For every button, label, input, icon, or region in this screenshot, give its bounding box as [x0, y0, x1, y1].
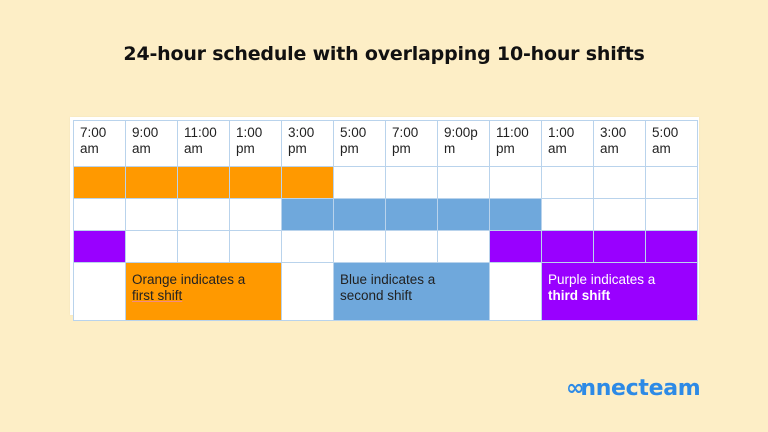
shift-cell-orange: [73, 166, 126, 199]
shift-cell-blue: [333, 198, 386, 231]
header-cell: 3:00 am: [593, 120, 646, 167]
empty-cell: [333, 166, 386, 199]
header-cell: 1:00 pm: [229, 120, 282, 167]
empty-cell: [437, 230, 490, 263]
shift-row-third: [73, 230, 698, 263]
legend-orange: Orange indicates a first shift: [125, 262, 282, 321]
empty-cell: [489, 166, 542, 199]
empty-cell: [385, 230, 438, 263]
shift-cell-orange: [177, 166, 230, 199]
empty-cell: [645, 198, 698, 231]
header-row: 7:00 am 9:00 am 11:00 am 1:00 pm 3:00 pm 5:00…: [73, 120, 698, 167]
shift-cell-orange: [229, 166, 282, 199]
empty-cell: [73, 198, 126, 231]
header-cell: 1:00 am: [541, 120, 594, 167]
infinity-icon: ∞: [566, 376, 584, 401]
empty-cell: [229, 230, 282, 263]
empty-cell: [541, 198, 594, 231]
shift-row-first: [73, 166, 698, 199]
empty-cell: [385, 166, 438, 199]
header-cell: 9:00p m: [437, 120, 490, 167]
legend-blue: Blue indicates a second shift: [333, 262, 490, 321]
empty-cell: [281, 262, 334, 321]
header-cell: 11:00 pm: [489, 120, 542, 167]
empty-cell: [333, 230, 386, 263]
header-cell: 7:00 pm: [385, 120, 438, 167]
empty-cell: [489, 262, 542, 321]
shift-cell-orange: [281, 166, 334, 199]
empty-cell: [541, 166, 594, 199]
header-cell: 7:00 am: [73, 120, 126, 167]
header-cell: 3:00 pm: [281, 120, 334, 167]
empty-cell: [437, 166, 490, 199]
header-cell: 9:00 am: [125, 120, 178, 167]
shift-cell-purple: [645, 230, 698, 263]
shift-cell-purple: [593, 230, 646, 263]
empty-cell: [73, 262, 126, 321]
legend-row: Orange indicates a first shift Blue indic…: [73, 262, 698, 321]
empty-cell: [125, 230, 178, 263]
shift-cell-purple: [541, 230, 594, 263]
empty-cell: [177, 198, 230, 231]
empty-cell: [281, 230, 334, 263]
empty-cell: [177, 230, 230, 263]
connecteam-logo: ∞nnecteam: [566, 376, 701, 401]
page-title: 24-hour schedule with overlapping 10-hou…: [123, 43, 645, 65]
header-cell: 5:00 pm: [333, 120, 386, 167]
empty-cell: [593, 198, 646, 231]
shift-cell-purple: [489, 230, 542, 263]
shift-cell-blue: [385, 198, 438, 231]
shift-cell-blue: [437, 198, 490, 231]
legend-purple: Purple indicates a third shift: [541, 262, 698, 321]
header-cell: 5:00 am: [645, 120, 698, 167]
header-cell: 11:00 am: [177, 120, 230, 167]
shift-cell-blue: [281, 198, 334, 231]
shift-cell-orange: [125, 166, 178, 199]
empty-cell: [229, 198, 282, 231]
schedule-table: 7:00 am 9:00 am 11:00 am 1:00 pm 3:00 pm 5:00…: [73, 120, 698, 321]
empty-cell: [645, 166, 698, 199]
shift-row-second: [73, 198, 698, 231]
shift-cell-blue: [489, 198, 542, 231]
empty-cell: [593, 166, 646, 199]
empty-cell: [125, 198, 178, 231]
shift-cell-purple: [73, 230, 126, 263]
